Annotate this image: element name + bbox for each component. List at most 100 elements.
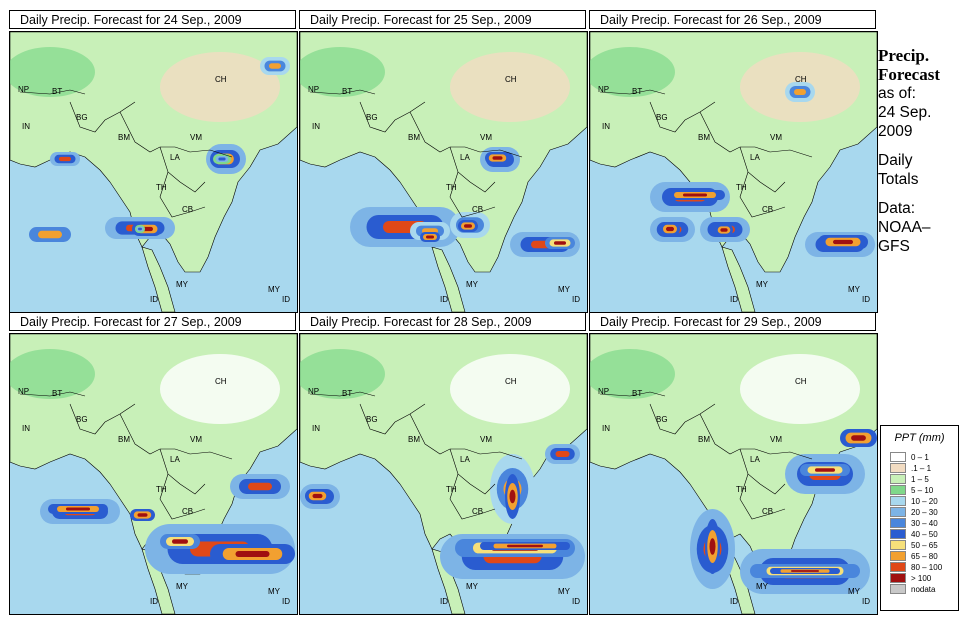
legend-label: 30 – 40	[911, 519, 938, 528]
country-label: BM	[698, 435, 710, 444]
legend-item: .1 – 1	[890, 463, 958, 474]
rain-band-peak	[851, 435, 866, 441]
country-label: IN	[602, 122, 610, 131]
country-label: IN	[22, 424, 30, 433]
light-rain-region	[590, 47, 675, 97]
country-label: LA	[750, 455, 760, 464]
country-borders	[19, 391, 233, 520]
rain-band-peak	[137, 513, 148, 517]
precip-map: CH NP BT BG IN BM VM LA TH CB MY MY ID ID	[589, 31, 878, 313]
country-label: IN	[22, 122, 30, 131]
country-label: LA	[460, 153, 470, 162]
country-label: ID	[282, 597, 290, 606]
legend-item: 20 – 30	[890, 507, 958, 518]
rain-band-peak	[235, 551, 270, 557]
country-label: TH	[156, 485, 167, 494]
country-label: VM	[480, 435, 492, 444]
legend-item: 30 – 40	[890, 518, 958, 529]
country-label: IN	[312, 122, 320, 131]
country-label: TH	[446, 485, 457, 494]
legend-item: 5 – 10	[890, 485, 958, 496]
country-label: LA	[750, 153, 760, 162]
info-asof: as of:	[878, 85, 916, 102]
rain-band-peak	[59, 156, 71, 162]
country-label: CB	[472, 205, 483, 214]
legend-label: 50 – 65	[911, 541, 938, 550]
forecast-panel-28-sep: Daily Precip. Forecast for 28 Sep., 2009…	[299, 312, 588, 615]
precip-map: CH NP BT BG IN BM VM LA TH CB MY MY ID ID	[299, 333, 588, 615]
country-label: BG	[76, 415, 88, 424]
country-label: BG	[656, 113, 668, 122]
legend-swatch	[890, 518, 906, 528]
country-label: BG	[366, 415, 378, 424]
country-label: NP	[308, 387, 319, 396]
peninsula	[431, 246, 466, 312]
legend-label: 0 – 1	[911, 453, 929, 462]
country-label: NP	[18, 387, 29, 396]
forecast-panel-29-sep: Daily Precip. Forecast for 29 Sep., 2009…	[589, 312, 878, 615]
country-label: BT	[52, 87, 62, 96]
info-totals: Totals	[878, 171, 919, 188]
country-label: MY	[466, 280, 479, 289]
legend-item: 1 – 5	[890, 474, 958, 485]
country-borders	[19, 89, 233, 218]
forecast-panel-27-sep: Daily Precip. Forecast for 27 Sep., 2009…	[9, 312, 298, 615]
panel-title: Daily Precip. Forecast for 25 Sep., 2009	[299, 10, 586, 29]
country-label: TH	[736, 485, 747, 494]
light-rain-region	[300, 349, 385, 399]
country-label: BG	[76, 113, 88, 122]
dry-region	[160, 354, 280, 424]
country-label: CH	[795, 377, 807, 386]
legend-swatch	[890, 551, 906, 561]
legend-swatch	[890, 573, 906, 583]
info-source-line2: GFS	[878, 238, 910, 255]
rain-band-peak	[66, 507, 90, 511]
info-title-line1: Precip.	[878, 46, 930, 65]
country-label: CB	[182, 205, 193, 214]
legend-item: 40 – 50	[890, 529, 958, 540]
country-label: CB	[472, 507, 483, 516]
rain-band-peak	[38, 230, 62, 239]
rain-band-peak	[172, 539, 188, 544]
panel-title: Daily Precip. Forecast for 29 Sep., 2009	[589, 312, 876, 331]
legend-swatch	[890, 507, 906, 517]
country-borders	[599, 391, 813, 520]
legend-swatch	[890, 584, 906, 594]
country-label: NP	[598, 85, 609, 94]
legend-swatch	[890, 452, 906, 462]
peninsula	[141, 246, 176, 312]
country-label: LA	[170, 153, 180, 162]
legend-swatch	[890, 485, 906, 495]
rain-band-peak	[509, 489, 516, 504]
precip-map: CH NP BT BG IN BM VM LA TH CB MY MY ID ID	[299, 31, 588, 313]
legend-item: 0 – 1	[890, 452, 958, 463]
peninsula	[721, 246, 756, 312]
rain-band-peak	[815, 468, 835, 472]
country-label: BM	[698, 133, 710, 142]
country-label: ID	[440, 295, 448, 304]
rain-band-peak	[464, 224, 472, 228]
panel-title: Daily Precip. Forecast for 27 Sep., 2009	[9, 312, 296, 331]
forecast-panel-26-sep: Daily Precip. Forecast for 26 Sep., 2009…	[589, 10, 878, 313]
country-label: BM	[408, 435, 420, 444]
legend-item: 80 – 100	[890, 562, 958, 573]
info-data: Data:	[878, 200, 916, 217]
legend-label: nodata	[911, 585, 936, 594]
country-label: CB	[762, 205, 773, 214]
rain-band-peak	[794, 89, 806, 95]
country-label: BT	[342, 389, 352, 398]
country-borders	[599, 89, 813, 218]
legend-swatch	[890, 496, 906, 506]
legend-label: 10 – 20	[911, 497, 938, 506]
country-borders	[309, 89, 523, 218]
country-label: BM	[118, 435, 130, 444]
country-label: LA	[460, 455, 470, 464]
country-label: CH	[505, 75, 517, 84]
rain-band-peak	[833, 239, 853, 245]
panel-title: Daily Precip. Forecast for 28 Sep., 2009	[299, 312, 586, 331]
